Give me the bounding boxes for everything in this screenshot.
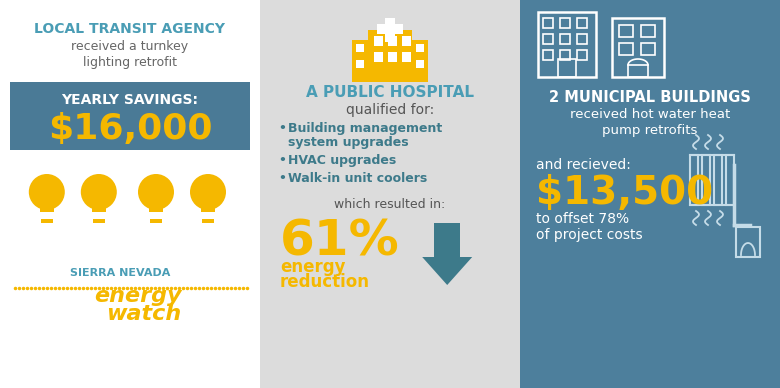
Bar — [151, 219, 161, 223]
Text: system upgrades: system upgrades — [288, 136, 409, 149]
Bar — [628, 65, 648, 77]
Text: which resulted in:: which resulted in: — [335, 198, 445, 211]
Bar — [41, 214, 52, 216]
Circle shape — [29, 174, 65, 210]
Bar — [356, 44, 364, 52]
Polygon shape — [422, 257, 472, 285]
Bar — [377, 24, 403, 34]
Bar — [388, 36, 397, 46]
Bar — [40, 202, 54, 212]
Bar — [641, 25, 655, 37]
Bar — [560, 18, 570, 28]
Bar — [690, 155, 698, 205]
Bar — [560, 50, 570, 60]
Text: 2 MUNICIPAL BUILDINGS: 2 MUNICIPAL BUILDINGS — [549, 90, 751, 105]
Text: HVAC upgrades: HVAC upgrades — [288, 154, 396, 167]
Text: •: • — [278, 154, 286, 167]
Bar — [538, 12, 596, 77]
Text: A PUBLIC HOSPITAL: A PUBLIC HOSPITAL — [306, 85, 474, 100]
Text: and recieved:: and recieved: — [536, 158, 631, 172]
Text: watch: watch — [106, 304, 182, 324]
Bar — [201, 202, 215, 212]
Bar — [385, 18, 395, 42]
Bar — [93, 214, 105, 216]
Text: reduction: reduction — [280, 273, 370, 291]
Bar — [560, 34, 570, 44]
Circle shape — [190, 174, 226, 210]
Bar — [543, 34, 553, 44]
Bar — [577, 18, 587, 28]
Bar — [520, 0, 780, 388]
Bar — [543, 18, 553, 28]
Bar — [388, 52, 397, 62]
Bar — [151, 214, 161, 216]
Text: Building management: Building management — [288, 122, 442, 135]
Bar — [356, 60, 364, 68]
Bar — [374, 52, 383, 62]
Text: of project costs: of project costs — [536, 228, 643, 242]
Bar — [202, 212, 214, 213]
Bar — [41, 212, 52, 213]
Bar — [41, 216, 52, 218]
Bar — [149, 202, 163, 212]
Bar — [736, 227, 760, 257]
Text: SIERRA NEVADA: SIERRA NEVADA — [70, 268, 170, 278]
Bar — [714, 155, 722, 205]
Text: pump retrofits: pump retrofits — [602, 124, 697, 137]
Text: received hot water heat: received hot water heat — [570, 108, 730, 121]
Text: YEARLY SAVINGS:: YEARLY SAVINGS: — [62, 93, 198, 107]
Bar — [41, 219, 52, 223]
Text: $16,000: $16,000 — [48, 112, 212, 146]
Bar — [374, 36, 383, 46]
Bar — [402, 52, 411, 62]
Bar — [402, 36, 411, 46]
Text: lighting retrofit: lighting retrofit — [83, 56, 177, 69]
Bar — [151, 212, 161, 213]
Bar — [260, 0, 520, 388]
Bar — [368, 30, 412, 82]
Bar — [352, 40, 370, 82]
Bar — [10, 82, 250, 150]
Bar — [577, 34, 587, 44]
Bar — [619, 25, 633, 37]
Bar — [726, 155, 734, 205]
Text: energy: energy — [280, 258, 346, 276]
Bar — [434, 223, 460, 257]
Bar — [558, 59, 576, 77]
Bar — [202, 216, 214, 218]
Bar — [202, 214, 214, 216]
Bar — [93, 212, 105, 213]
Bar — [619, 43, 633, 55]
Text: Walk-in unit coolers: Walk-in unit coolers — [288, 172, 427, 185]
Bar — [0, 0, 260, 388]
Text: $13,500: $13,500 — [536, 174, 713, 212]
Bar — [702, 155, 710, 205]
Bar — [410, 40, 428, 82]
Bar — [202, 219, 214, 223]
Text: energy: energy — [94, 286, 182, 306]
Text: received a turnkey: received a turnkey — [72, 40, 189, 53]
Bar — [416, 44, 424, 52]
Bar — [543, 50, 553, 60]
Circle shape — [81, 174, 117, 210]
Bar — [612, 18, 664, 77]
Text: to offset 78%: to offset 78% — [536, 212, 629, 226]
Text: •: • — [278, 172, 286, 185]
Bar — [416, 60, 424, 68]
Text: qualified for:: qualified for: — [346, 103, 434, 117]
Bar — [92, 202, 105, 212]
Bar — [93, 219, 105, 223]
Text: LOCAL TRANSIT AGENCY: LOCAL TRANSIT AGENCY — [34, 22, 225, 36]
Bar — [641, 43, 655, 55]
Bar — [151, 216, 161, 218]
Text: 61%: 61% — [280, 218, 399, 266]
Bar — [577, 50, 587, 60]
Circle shape — [138, 174, 174, 210]
Bar — [93, 216, 105, 218]
Text: •: • — [278, 122, 286, 135]
